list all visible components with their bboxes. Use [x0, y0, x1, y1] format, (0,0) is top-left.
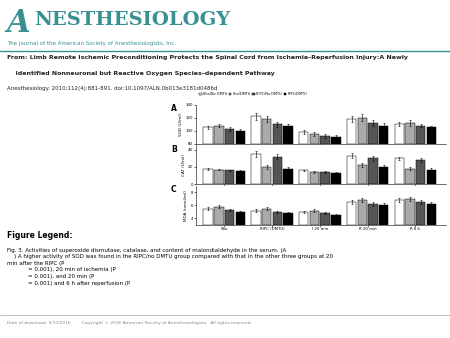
Bar	[347, 119, 356, 144]
Bar	[284, 169, 293, 184]
Text: From: Limb Remote Ischemic Preconditioning Protects the Spinal Cord from Ischemi: From: Limb Remote Ischemic Preconditioni…	[7, 55, 408, 60]
Bar	[405, 123, 415, 144]
Bar	[368, 158, 378, 184]
Bar	[379, 125, 388, 144]
Bar	[273, 212, 282, 225]
Bar	[310, 172, 319, 184]
Text: C: C	[171, 185, 176, 194]
Bar	[395, 124, 404, 144]
Text: B: B	[171, 145, 176, 153]
Y-axis label: MDA (nmol/ml): MDA (nmol/ml)	[184, 190, 189, 221]
Text: A: A	[7, 8, 31, 39]
Bar	[235, 171, 245, 184]
Bar	[310, 211, 319, 225]
Bar	[416, 125, 426, 144]
Bar	[347, 202, 356, 225]
Bar	[284, 125, 293, 144]
Bar	[214, 207, 224, 225]
Text: Anesthesiology. 2010;112(4):881-891. doi:10.1097/ALN.0b013e3181d0486d: Anesthesiology. 2010;112(4):881-891. doi…	[7, 86, 217, 91]
Bar	[251, 211, 261, 225]
Text: The Journal of the American Society of Anesthesiologists, Inc.: The Journal of the American Society of A…	[7, 41, 176, 46]
Text: NESTHESIOLOGY: NESTHESIOLOGY	[34, 11, 230, 29]
Bar	[347, 156, 356, 184]
Bar	[358, 118, 367, 144]
Bar	[225, 129, 234, 144]
Bar	[379, 205, 388, 225]
Bar	[299, 132, 308, 144]
Bar	[405, 199, 415, 225]
Bar	[405, 169, 415, 184]
Bar	[358, 165, 367, 184]
Bar	[427, 204, 436, 225]
Bar	[262, 209, 271, 225]
Bar	[225, 170, 234, 184]
Bar	[331, 137, 341, 144]
Y-axis label: CAT (U/ml): CAT (U/ml)	[182, 154, 186, 176]
Bar	[331, 173, 341, 184]
Bar	[214, 125, 224, 144]
Bar	[214, 170, 224, 184]
Bar	[235, 131, 245, 144]
Bar	[299, 170, 308, 184]
Bar	[310, 134, 319, 144]
Bar	[203, 127, 213, 144]
Text: Fig. 3. Activities of superoxide dismutase, catalase, and content of malondialde: Fig. 3. Activities of superoxide dismuta…	[7, 248, 333, 286]
Bar	[427, 170, 436, 184]
Bar	[416, 160, 426, 184]
Text: Date of download: 9/17/2016        Copyright © 2016 American Society of Anesthes: Date of download: 9/17/2016 Copyright © …	[7, 321, 252, 325]
Bar	[203, 169, 213, 184]
Bar	[320, 172, 330, 184]
Bar	[416, 202, 426, 225]
Text: A: A	[171, 104, 177, 113]
Text: Figure Legend:: Figure Legend:	[7, 232, 72, 240]
Bar	[273, 156, 282, 184]
Bar	[262, 119, 271, 144]
Bar	[427, 127, 436, 144]
Bar	[331, 215, 341, 225]
Bar	[395, 200, 404, 225]
Bar	[284, 213, 293, 225]
Bar	[320, 136, 330, 144]
Bar	[379, 167, 388, 184]
Bar	[225, 210, 234, 225]
Bar	[320, 213, 330, 225]
Bar	[358, 200, 367, 225]
Bar	[299, 212, 308, 225]
Bar	[235, 212, 245, 225]
Bar	[262, 167, 271, 184]
Legend: Sho/No DMTU, Sho/DMTU, RIPC/No DMTU, RIPC/DMTU: Sho/No DMTU, Sho/DMTU, RIPC/No DMTU, RIP…	[198, 91, 309, 98]
Bar	[251, 154, 261, 184]
Text: Identified Nonneuronal but Reactive Oxygen Species–dependent Pathway: Identified Nonneuronal but Reactive Oxyg…	[7, 71, 274, 76]
Bar	[251, 117, 261, 144]
Bar	[368, 123, 378, 144]
Bar	[395, 158, 404, 184]
Bar	[203, 209, 213, 225]
Y-axis label: SOD (U/ml): SOD (U/ml)	[180, 113, 184, 136]
Bar	[273, 124, 282, 144]
Bar	[368, 204, 378, 225]
